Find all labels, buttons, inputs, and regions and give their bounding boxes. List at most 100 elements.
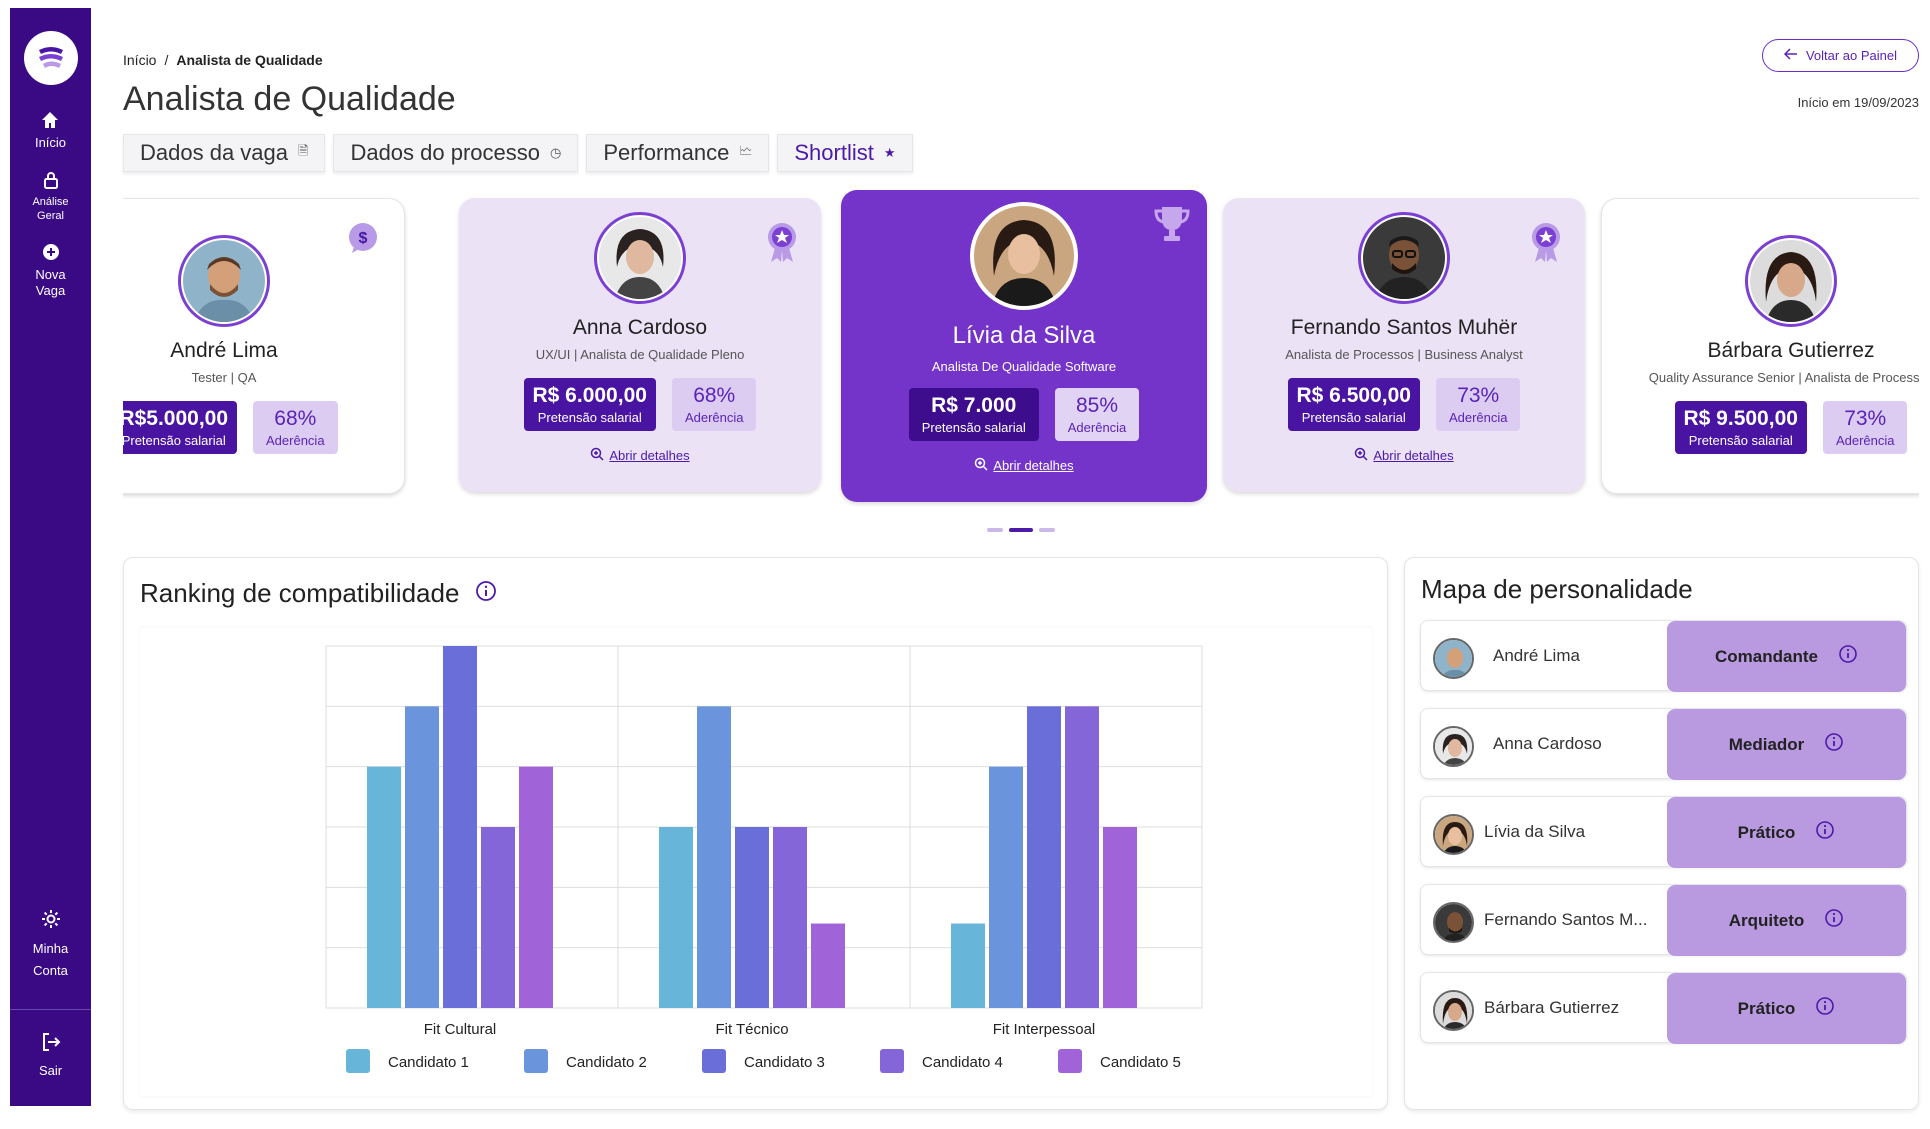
- salary-label: Pretensão salarial: [921, 420, 1026, 435]
- chart-bar: [659, 827, 693, 1008]
- tab-dados-da-vaga[interactable]: Dados da vaga 🗎: [123, 134, 326, 172]
- page-title: Analista de Qualidade: [123, 80, 456, 118]
- sidebar-item-nova-vaga[interactable]: Nova Vaga: [31, 241, 71, 299]
- personality-type-button[interactable]: Prático: [1667, 797, 1906, 868]
- tab-dados-do-processo[interactable]: Dados do processo ◷: [333, 134, 579, 172]
- sidebar-item-inicio[interactable]: Início: [35, 109, 66, 151]
- personality-row[interactable]: Anna Cardoso Mediador: [1420, 708, 1907, 780]
- chart-container: Fit Cultural Fit Técnico Fit Interpessoal C…: [140, 628, 1372, 1096]
- candidate-role: Quality Assurance Senior | Analista de P…: [1648, 370, 1919, 385]
- chart-bar: [443, 646, 477, 1008]
- salary-label: Pretensão salarial: [537, 410, 642, 425]
- fit-label: Aderência: [1448, 410, 1508, 425]
- personality-row[interactable]: Fernando Santos M... Arquiteto: [1420, 884, 1907, 956]
- legend-swatch: [524, 1049, 548, 1073]
- chart-bar: [1065, 706, 1099, 1008]
- candidate-card-featured[interactable]: Lívia da Silva Analista De Qualidade Sof…: [841, 190, 1207, 502]
- breadcrumb-home[interactable]: Início: [123, 52, 157, 68]
- carousel-dot[interactable]: [987, 528, 1003, 532]
- fit-value: 68%: [693, 384, 736, 407]
- chart-bar: [811, 923, 845, 1008]
- fit-value: 68%: [274, 407, 317, 430]
- personality-type-label: Arquiteto: [1728, 910, 1805, 930]
- candidate-card[interactable]: André Lima Tester | QA R$5.000,00 Preten…: [123, 198, 405, 494]
- personality-title: Mapa de personalidade: [1421, 574, 1693, 604]
- sidebar-item-minha-conta[interactable]: Minha Conta: [28, 908, 74, 982]
- start-date: Início em 19/09/2023: [1797, 95, 1919, 110]
- tab-bar: Dados da vaga 🗎 Dados do processo ◷ Perf…: [123, 134, 913, 172]
- legend-swatch: [702, 1049, 726, 1073]
- personality-row[interactable]: Lívia da Silva Prático: [1420, 796, 1907, 868]
- legend-label: Candidato 2: [566, 1054, 647, 1071]
- carousel-dot[interactable]: [1039, 528, 1055, 532]
- chart-bar: [697, 706, 731, 1008]
- sidebar-item-analise-geral[interactable]: Análise Geral: [26, 169, 76, 223]
- medal-icon: [765, 222, 799, 269]
- clock-icon: ◷: [550, 145, 562, 160]
- avatar: [1358, 212, 1450, 304]
- info-icon: [1824, 732, 1844, 757]
- sidebar-divider: [10, 1009, 91, 1010]
- salary-value: R$ 6.000,00: [532, 384, 647, 407]
- personality-row[interactable]: Bárbara Gutierrez Prático: [1420, 972, 1907, 1044]
- personality-type-button[interactable]: Comandante: [1667, 621, 1906, 692]
- sidebar-item-sair[interactable]: Sair: [39, 1031, 62, 1079]
- legend-swatch: [1058, 1049, 1082, 1073]
- candidate-card[interactable]: Bárbara Gutierrez Quality Assurance Seni…: [1601, 198, 1919, 494]
- personality-type-button[interactable]: Arquiteto: [1667, 885, 1906, 956]
- carousel-dot-active[interactable]: [1009, 528, 1033, 532]
- personality-type-button[interactable]: Prático: [1667, 973, 1906, 1044]
- app-logo[interactable]: [23, 31, 78, 85]
- salary-badge: R$ 7.000 Pretensão salarial: [908, 388, 1039, 441]
- open-details-link[interactable]: Abrir detalhes: [974, 457, 1074, 474]
- sidebar-item-label: Análise Geral: [32, 196, 69, 222]
- document-icon: 🗎: [298, 143, 309, 158]
- ranking-title-text: Ranking de compatibilidade: [140, 578, 460, 608]
- trophy-icon: [1153, 204, 1191, 249]
- open-details-link[interactable]: Abrir detalhes: [590, 447, 690, 464]
- personality-type-label: Prático: [1737, 998, 1796, 1018]
- salary-badge: R$5.000,00 Pretensão salarial: [123, 401, 238, 454]
- tab-shortlist[interactable]: Shortlist ★: [777, 134, 913, 172]
- candidate-card[interactable]: Anna Cardoso UX/UI | Analista de Qualida…: [459, 198, 821, 492]
- open-details-link[interactable]: Abrir detalhes: [1354, 447, 1454, 464]
- salary-value: R$5.000,00: [123, 407, 229, 430]
- chart-bar: [367, 766, 401, 1008]
- tab-label: Dados do processo: [350, 140, 541, 165]
- fit-badge: 73% Aderência: [1435, 378, 1521, 431]
- candidate-card[interactable]: Fernando Santos Muhër Analista de Proces…: [1223, 198, 1585, 492]
- salary-label: Pretensão salarial: [1688, 433, 1793, 448]
- personality-name: André Lima: [1493, 646, 1580, 665]
- personality-type-label: Comandante: [1715, 646, 1818, 666]
- personality-name: Lívia da Silva: [1484, 822, 1586, 841]
- chart-bar: [519, 766, 553, 1008]
- candidate-name: Bárbara Gutierrez: [1707, 339, 1875, 362]
- salary-value: R$ 6.500,00: [1296, 384, 1411, 407]
- legend-swatch: [880, 1049, 904, 1073]
- personality-type-label: Mediador: [1728, 734, 1805, 754]
- x-tick-label: Fit Cultural: [424, 1021, 497, 1038]
- personality-type-button[interactable]: Mediador: [1667, 709, 1906, 780]
- sidebar-item-label: Minha Conta: [32, 941, 69, 978]
- tab-label: Performance: [603, 140, 730, 165]
- chart-bar: [1027, 706, 1061, 1008]
- carousel-pagination: [987, 528, 1055, 532]
- avatar: [970, 202, 1078, 310]
- personality-row[interactable]: André Lima Comandante: [1420, 620, 1907, 692]
- lock-icon: [40, 169, 62, 191]
- fit-label: Aderência: [684, 410, 744, 425]
- info-icon[interactable]: [475, 578, 497, 609]
- tab-performance[interactable]: Performance 🗠: [586, 134, 770, 172]
- candidate-role: UX/UI | Analista de Qualidade Pleno: [535, 347, 745, 362]
- back-button-label: Voltar ao Painel: [1805, 48, 1898, 63]
- zoom-in-icon: [590, 447, 604, 464]
- back-to-panel-button[interactable]: Voltar ao Painel: [1762, 39, 1919, 72]
- details-link-label: Abrir detalhes: [1373, 448, 1454, 463]
- fit-badge: 68% Aderência: [671, 378, 757, 431]
- fit-label: Aderência: [1835, 433, 1895, 448]
- chart-icon: 🗠: [739, 143, 753, 158]
- chart-bar: [773, 827, 807, 1008]
- info-icon: [1824, 908, 1844, 933]
- avatar: [1433, 726, 1474, 767]
